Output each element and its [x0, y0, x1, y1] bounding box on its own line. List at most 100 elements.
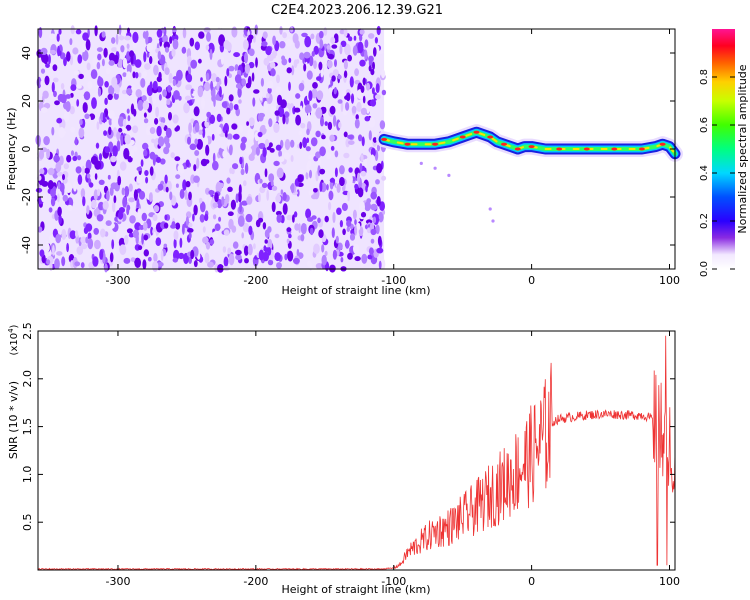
noise-blob — [375, 94, 381, 100]
y-tick-label: 0.5 — [21, 513, 34, 531]
noise-blob — [133, 108, 137, 117]
noise-blob — [176, 125, 180, 131]
noise-blob — [112, 145, 118, 157]
noise-blob — [156, 29, 163, 38]
noise-blob — [143, 118, 149, 124]
noise-blob — [134, 59, 142, 68]
noise-blob — [150, 226, 154, 236]
noise-blob — [376, 25, 381, 36]
noise-blob — [148, 192, 153, 203]
noise-blob — [164, 174, 168, 184]
signal-peak — [514, 147, 521, 151]
noise-blob — [168, 111, 172, 121]
noise-blob — [122, 57, 128, 69]
noise-blob — [93, 189, 98, 201]
noise-blob — [222, 150, 228, 159]
noise-blob — [331, 227, 335, 238]
noise-blob — [316, 76, 322, 81]
noise-blob — [143, 51, 147, 63]
noise-blob — [140, 78, 146, 88]
signal-peak — [381, 137, 388, 141]
noise-blob — [381, 175, 387, 181]
noise-blob — [258, 112, 266, 118]
snr-x-ticks: -300 -200 -100 0 100 — [105, 331, 680, 588]
noise-blob — [225, 194, 230, 204]
noise-blob — [345, 239, 350, 249]
noise-blob — [47, 180, 54, 190]
noise-blob — [214, 223, 221, 231]
noise-blob — [231, 168, 235, 175]
noise-blob — [133, 146, 138, 152]
noise-blob — [284, 139, 291, 151]
noise-blob — [158, 94, 162, 101]
noise-blob — [379, 120, 386, 130]
noise-blob — [290, 155, 294, 162]
noise-blob — [358, 134, 363, 142]
noise-blob — [115, 33, 119, 45]
noise-blob — [240, 142, 246, 151]
noise-blob — [185, 180, 191, 188]
noise-blob — [282, 114, 286, 125]
noise-blob — [279, 41, 286, 49]
noise-blob — [170, 224, 177, 229]
noise-blob — [63, 56, 67, 67]
noise-blob — [216, 198, 223, 209]
noise-blob — [143, 112, 147, 118]
noise-blob — [309, 169, 312, 179]
noise-blob — [337, 242, 343, 251]
noise-blob — [293, 257, 300, 265]
noise-blob — [184, 189, 188, 200]
noise-blob — [157, 50, 162, 60]
noise-blob — [49, 33, 56, 39]
noise-blob — [332, 115, 337, 127]
noise-blob — [117, 58, 124, 68]
noise-blob — [46, 148, 51, 159]
noise-blob — [373, 47, 377, 57]
noise-blob — [163, 222, 169, 229]
noise-blob — [283, 152, 290, 160]
noise-blob — [287, 250, 294, 262]
noise-blob — [77, 174, 83, 185]
noise-blob — [40, 68, 46, 74]
noise-blob — [239, 201, 243, 213]
noise-blob — [209, 48, 213, 61]
noise-blob — [149, 56, 153, 64]
noise-blob — [63, 110, 70, 123]
noise-blob — [354, 224, 358, 236]
noise-blob — [100, 228, 106, 238]
noise-blob — [224, 75, 228, 87]
noise-blob — [286, 214, 293, 221]
noise-blob — [190, 88, 194, 94]
noise-blob — [96, 47, 103, 52]
noise-blob — [216, 126, 222, 135]
noise-blob — [94, 173, 98, 180]
noise-blob — [268, 173, 275, 183]
noise-blob — [41, 95, 45, 103]
noise-blob — [293, 59, 298, 68]
noise-blob — [258, 217, 264, 223]
noise-blob — [50, 188, 56, 197]
noise-blob — [205, 144, 210, 156]
noise-blob — [97, 188, 101, 197]
noise-blob — [231, 123, 238, 130]
noise-blob — [132, 125, 139, 134]
noise-blob — [332, 211, 336, 224]
noise-blob — [122, 118, 127, 128]
noise-blob — [354, 183, 359, 190]
noise-blob — [331, 75, 336, 82]
noise-blob — [222, 126, 227, 134]
noise-blob — [65, 182, 73, 194]
noise-blob — [73, 70, 80, 76]
noise-blob — [312, 103, 318, 109]
noise-blob — [151, 138, 155, 143]
noise-blob — [354, 219, 357, 226]
colorbar-tick-label: 0.0 — [699, 261, 710, 277]
noise-blob — [165, 127, 172, 138]
noise-blob — [116, 131, 121, 141]
noise-blob — [246, 196, 253, 205]
x-tick-label: -200 — [243, 575, 268, 588]
noise-blob — [347, 54, 352, 62]
noise-blob — [227, 247, 232, 255]
noise-blob — [221, 101, 228, 108]
